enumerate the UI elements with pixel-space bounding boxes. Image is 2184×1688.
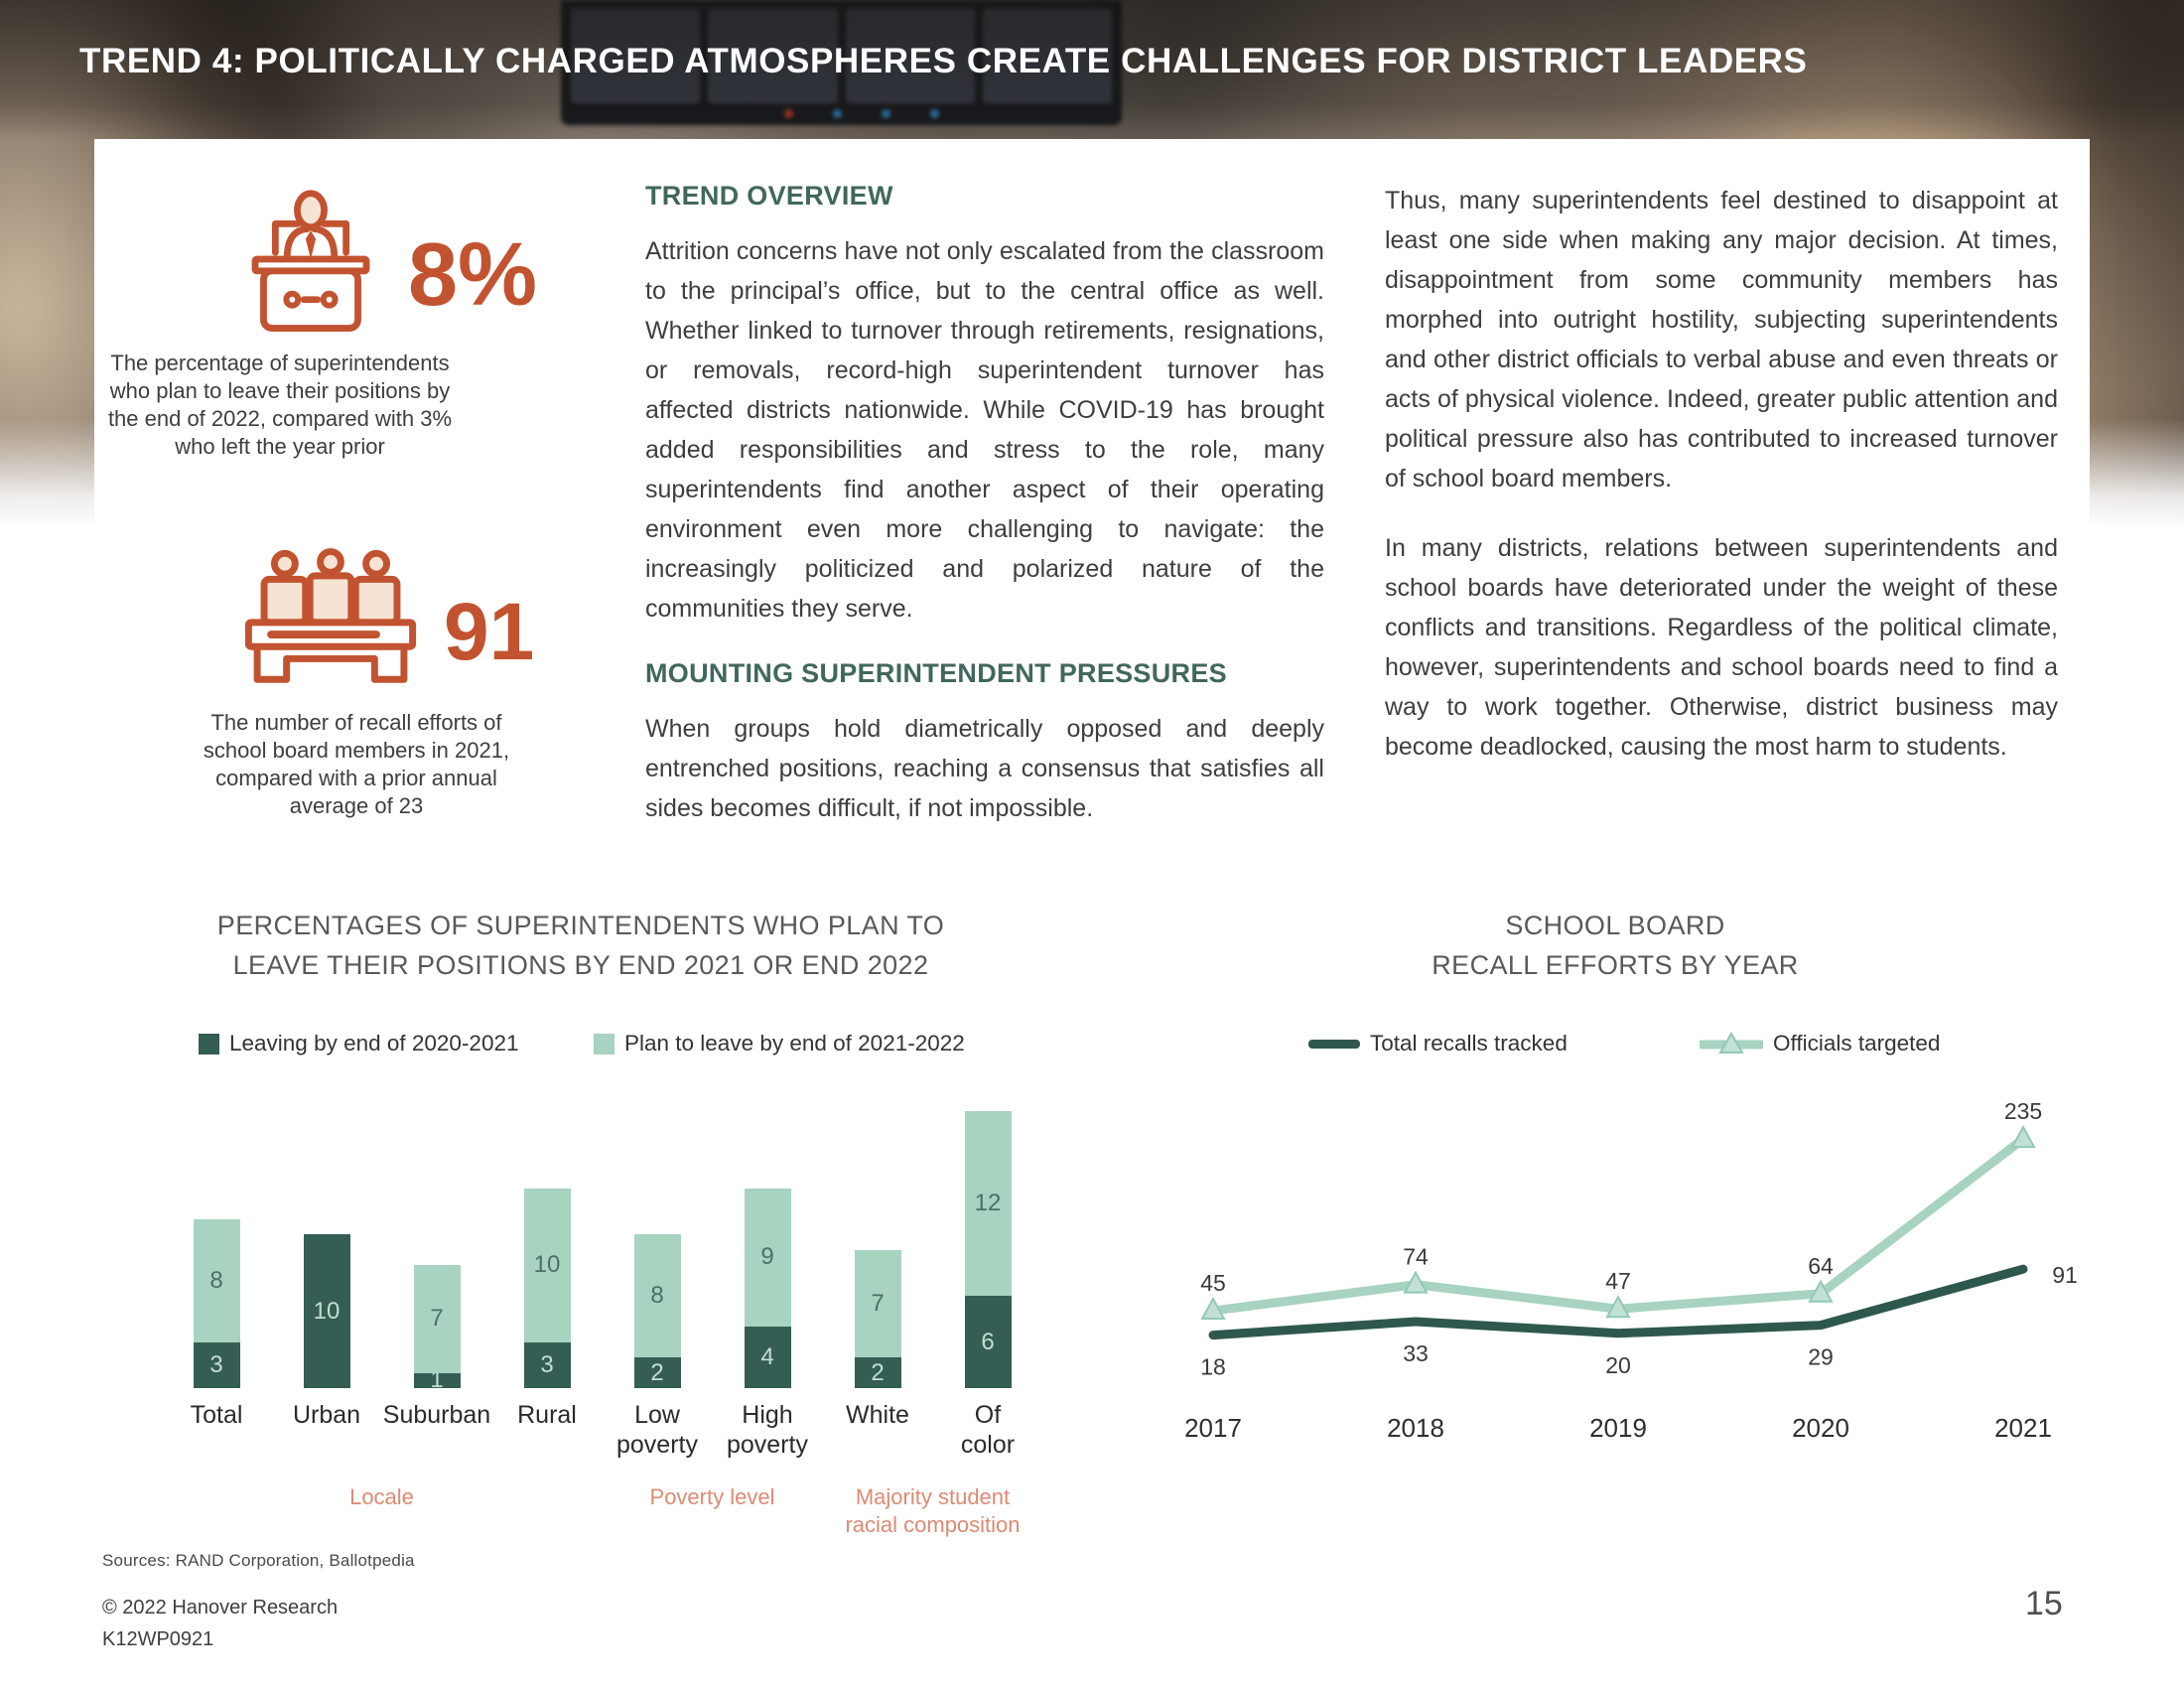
data-label: 47 — [1605, 1268, 1631, 1294]
board-members-icon — [244, 548, 417, 683]
legend-line-icon — [1308, 1039, 1360, 1049]
legend-swatch-icon — [594, 1033, 614, 1055]
stat-caption: The percentage of superintendents who pl… — [107, 351, 453, 459]
stacked-bar-chart: 3 8 Total 10 Urban 1 7 Suburban 3 10 Rural 2 8 Low po… — [94, 1080, 1097, 1557]
copyright-text: © 2022 Hanover Research — [102, 1597, 339, 1618]
bar-segment: 10 — [523, 1188, 571, 1342]
legend-item: Officials targeted — [1700, 1029, 1940, 1058]
legend-label: Officials targeted — [1773, 1031, 1941, 1055]
bar-segment: 7 — [413, 1265, 461, 1373]
bar-category-label: Total — [190, 1401, 243, 1429]
stats-column: 8% The percentage of superintendents who… — [94, 139, 2090, 1688]
data-label: 20 — [1605, 1352, 1631, 1378]
triangle-marker — [1808, 1279, 1834, 1303]
continuation-column: Thus, many superintendents feel destined… — [1385, 181, 2058, 796]
stat-value-superintendents: 8% — [408, 225, 538, 325]
section-heading-mounting-pressures: MOUNTING SUPERINTENDENT PRESSURES — [645, 658, 1227, 688]
chart-title-line: PERCENTAGES OF SUPERINTENDENTS WHO PLAN … — [216, 911, 945, 940]
bar-segment: 2 — [633, 1357, 681, 1388]
legend-label: Total recalls tracked — [1370, 1031, 1568, 1055]
data-label: 33 — [1403, 1340, 1429, 1366]
data-label: 74 — [1403, 1244, 1429, 1270]
data-label: 235 — [2004, 1098, 2042, 1124]
bar-segment: 10 — [303, 1234, 350, 1388]
bar-category-label: Urban — [292, 1401, 361, 1429]
page-number: 15 — [2025, 1585, 2063, 1622]
bar-category-label: Of color — [960, 1401, 1016, 1459]
recall-line-chart: 45 74 47 64 235 18 33 20 29 91 2017 2018 2019 2020 202… — [1142, 1065, 2095, 1473]
document-code: K12WP0921 — [102, 1628, 214, 1650]
line-chart-svg: 45 74 47 64 235 18 33 20 29 91 2017 2018 2019 2020 202… — [1184, 1098, 2078, 1443]
data-label: 45 — [1200, 1270, 1226, 1296]
bar-category-label: Low poverty — [616, 1401, 698, 1459]
legend-swatch-icon — [199, 1033, 219, 1055]
x-axis-year-label: 2020 — [1792, 1413, 1849, 1443]
section-body: When groups hold diametrically opposed a… — [645, 715, 1324, 822]
bar-group-label: Locale — [349, 1484, 414, 1509]
header-overlay — [0, 0, 2184, 139]
chart-title-line: SCHOOL BOARD — [1505, 911, 1725, 940]
section-heading-trend-overview: TREND OVERVIEW — [645, 181, 893, 211]
bar-category-label: High poverty — [727, 1401, 808, 1459]
x-axis-year-label: 2017 — [1184, 1413, 1242, 1443]
triangle-marker — [1605, 1295, 1631, 1319]
legend-item: Total recalls tracked — [1308, 1029, 1568, 1058]
stat-value-recalls: 91 — [444, 587, 535, 677]
trend-overview-column: TREND OVERVIEW Attrition concerns have n… — [645, 181, 1324, 858]
bar-segment: 6 — [964, 1296, 1012, 1388]
x-axis-year-label: 2019 — [1589, 1413, 1647, 1443]
line-chart-title: SCHOOL BOARD RECALL EFFORTS BY YEAR — [1178, 906, 2052, 985]
triangle-marker — [1403, 1270, 1429, 1294]
bar-category-label: Rural — [517, 1401, 577, 1429]
chart-title-line: LEAVE THEIR POSITIONS BY END 2021 OR END… — [232, 950, 929, 980]
legend-item: Leaving by end of 2020-2021 — [199, 1029, 519, 1058]
body-paragraph: In many districts, relations between sup… — [1385, 534, 2058, 761]
bar-group-label: Poverty level — [649, 1484, 775, 1509]
line-chart-legend: Total recalls tracked Officials targeted — [94, 1029, 2090, 1062]
bar-group-label: Majority student racial composition — [845, 1484, 1021, 1537]
bar-segment: 7 — [854, 1249, 901, 1357]
bar-segment: 3 — [523, 1341, 571, 1388]
x-axis-year-label: 2018 — [1387, 1413, 1444, 1443]
data-label: 91 — [2052, 1262, 2078, 1288]
triangle-marker — [1200, 1296, 1226, 1321]
sources-note: Sources: RAND Corporation, Ballotpedia — [102, 1551, 415, 1570]
bar-segment: 8 — [633, 1234, 681, 1357]
section-body: Attrition concerns have not only escalat… — [645, 237, 1324, 623]
x-axis-year-label: 2021 — [1994, 1413, 2052, 1443]
legend-label: Plan to leave by end of 2021-2022 — [624, 1031, 965, 1055]
bar-segment: 1 — [413, 1366, 461, 1393]
bar-segment: 3 — [193, 1341, 240, 1388]
page-title: TREND 4: POLITICALLY CHARGED ATMOSPHERES… — [79, 42, 1808, 80]
legend-label: Leaving by end of 2020-2021 — [229, 1031, 519, 1055]
chart-title-line: RECALL EFFORTS BY YEAR — [1432, 950, 1799, 980]
bar-segment: 2 — [854, 1357, 901, 1388]
data-label: 64 — [1808, 1253, 1834, 1279]
stat-caption: The number of recall efforts of school b… — [203, 710, 510, 818]
bar-chart-title: PERCENTAGES OF SUPERINTENDENTS WHO PLAN … — [114, 906, 1047, 985]
bar-chart-legend: Leaving by end of 2020-2021 Plan to leave… — [94, 1029, 2090, 1062]
data-label: 18 — [1200, 1354, 1226, 1380]
legend-item: Plan to leave by end of 2021-2022 — [594, 1029, 965, 1058]
legend-triangle-line-icon — [1700, 1032, 1763, 1054]
bar-segment: 12 — [964, 1111, 1012, 1296]
bar-segment: 4 — [744, 1327, 791, 1388]
triangle-marker — [2010, 1125, 2036, 1149]
bar-segment: 8 — [193, 1218, 240, 1342]
body-paragraph: Thus, many superintendents feel destined… — [1385, 187, 2058, 492]
bar-segment: 9 — [744, 1188, 791, 1327]
bar-category-label: White — [846, 1401, 909, 1429]
podium-speaker-icon — [251, 190, 370, 332]
data-label: 29 — [1808, 1344, 1834, 1370]
content-card: 8% The percentage of superintendents who… — [94, 139, 2090, 1688]
bar-category-label: Suburban — [382, 1401, 491, 1429]
